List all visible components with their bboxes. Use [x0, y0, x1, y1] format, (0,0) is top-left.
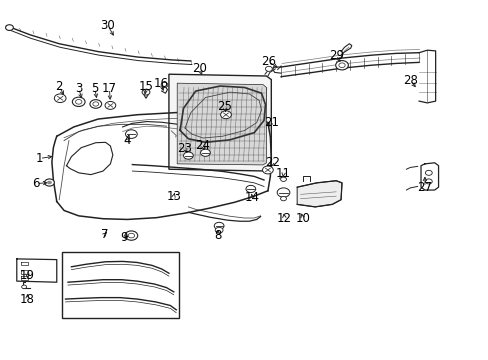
Circle shape	[265, 66, 272, 71]
Text: 21: 21	[264, 116, 278, 129]
Text: 16: 16	[154, 77, 169, 90]
Polygon shape	[177, 83, 266, 165]
Text: 8: 8	[214, 229, 221, 242]
Text: 15: 15	[138, 80, 153, 93]
Text: 22: 22	[264, 156, 279, 169]
Circle shape	[280, 177, 286, 181]
Circle shape	[425, 170, 431, 175]
Circle shape	[90, 100, 102, 108]
Circle shape	[125, 231, 138, 240]
Circle shape	[280, 197, 286, 201]
Text: 20: 20	[192, 62, 206, 75]
Circle shape	[93, 102, 99, 106]
Text: 23: 23	[177, 142, 192, 155]
Circle shape	[425, 179, 431, 184]
Text: 5: 5	[91, 82, 98, 95]
Circle shape	[200, 149, 210, 156]
Text: 24: 24	[195, 139, 210, 152]
Circle shape	[21, 285, 26, 289]
Circle shape	[214, 222, 224, 229]
Circle shape	[215, 227, 223, 233]
Circle shape	[161, 82, 167, 87]
Text: 2: 2	[55, 80, 63, 93]
Circle shape	[47, 181, 52, 184]
Circle shape	[183, 152, 193, 159]
Text: 25: 25	[217, 100, 232, 113]
Text: 18: 18	[20, 293, 35, 306]
Circle shape	[5, 25, 13, 31]
Polygon shape	[297, 181, 341, 207]
Circle shape	[220, 111, 231, 119]
Text: 28: 28	[402, 74, 417, 87]
Text: 10: 10	[295, 212, 310, 225]
Circle shape	[338, 63, 345, 68]
Text: 26: 26	[261, 55, 276, 68]
Circle shape	[44, 179, 54, 186]
Circle shape	[75, 99, 81, 104]
Text: 12: 12	[276, 212, 291, 225]
Circle shape	[72, 97, 85, 107]
Circle shape	[277, 188, 289, 197]
Circle shape	[245, 185, 255, 193]
Text: 27: 27	[417, 181, 431, 194]
Circle shape	[105, 102, 116, 109]
Circle shape	[262, 166, 273, 174]
Circle shape	[335, 60, 347, 70]
Text: 1: 1	[36, 152, 43, 165]
Circle shape	[125, 130, 137, 138]
Text: 14: 14	[244, 191, 259, 204]
Text: 4: 4	[123, 134, 131, 147]
Text: 3: 3	[75, 82, 82, 95]
Text: 30: 30	[101, 19, 115, 32]
Text: 17: 17	[102, 82, 117, 95]
FancyBboxPatch shape	[61, 252, 178, 318]
Text: 6: 6	[33, 177, 40, 190]
Text: 11: 11	[275, 167, 290, 180]
Polygon shape	[168, 74, 271, 171]
Circle shape	[128, 233, 134, 238]
Text: 7: 7	[101, 228, 108, 241]
Text: 19: 19	[20, 269, 35, 282]
Circle shape	[142, 89, 150, 95]
Circle shape	[54, 94, 66, 103]
Text: 13: 13	[166, 190, 181, 203]
Text: 9: 9	[120, 231, 127, 244]
Text: 29: 29	[328, 49, 343, 62]
